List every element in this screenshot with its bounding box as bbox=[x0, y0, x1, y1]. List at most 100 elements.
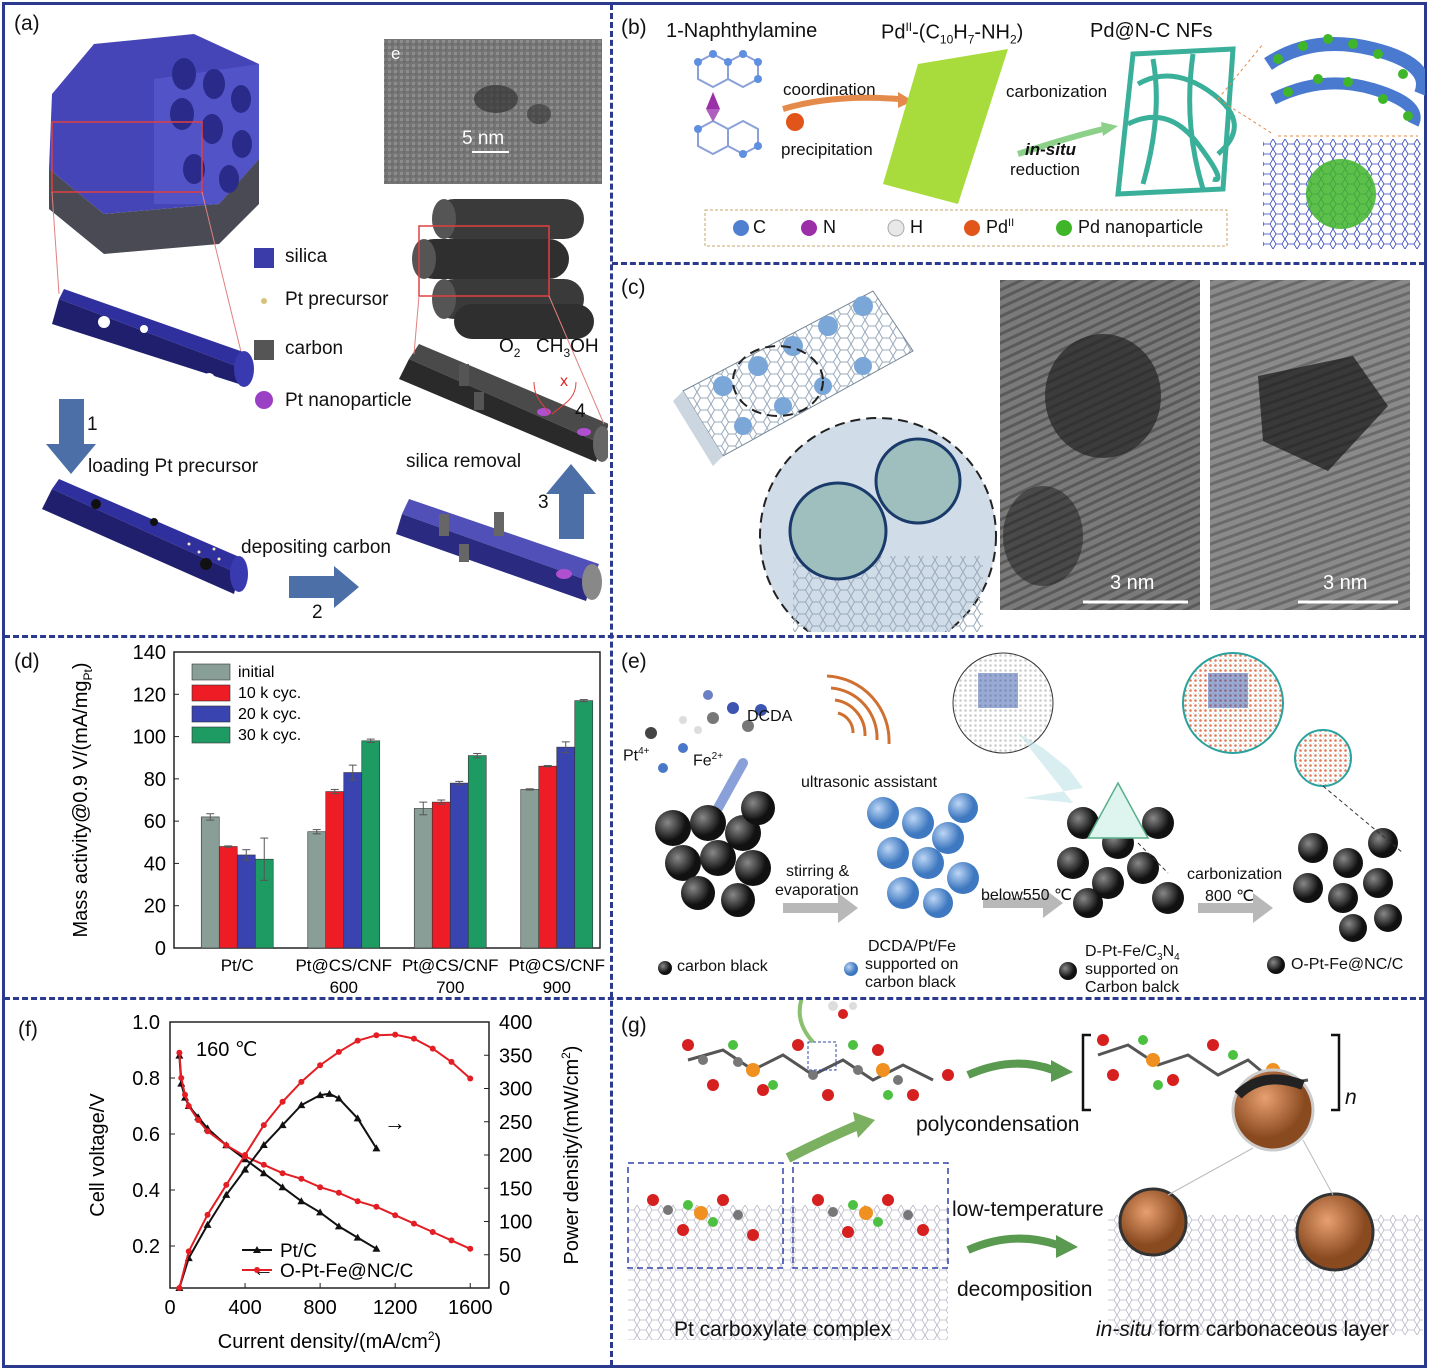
data-point bbox=[297, 1101, 306, 1109]
panel-b-label: (b) bbox=[621, 16, 647, 39]
data-point bbox=[178, 1075, 185, 1081]
data-point bbox=[223, 1181, 230, 1188]
data-point bbox=[260, 1122, 267, 1129]
title-pd-nc-nfs: Pd@N-C NFs bbox=[1090, 20, 1213, 42]
ultrasonic-waves bbox=[826, 674, 891, 745]
carbon-tube bbox=[399, 344, 608, 462]
text-carbonization: carbonization bbox=[1006, 82, 1108, 101]
legend-b-c: C bbox=[753, 217, 766, 237]
bar bbox=[218, 846, 238, 949]
panel-g: (g) bbox=[613, 1000, 1425, 1366]
y-left-tick-label: 0.2 bbox=[132, 1236, 160, 1258]
series-line bbox=[178, 1052, 471, 1250]
x-category-label: Pt@CS/CNF bbox=[402, 956, 499, 975]
data-point bbox=[298, 1078, 305, 1085]
panel-a-label: (a) bbox=[14, 12, 40, 35]
legend-swatch bbox=[191, 663, 231, 681]
data-point bbox=[317, 1184, 324, 1191]
step-4: 4 bbox=[575, 401, 586, 422]
y-tick-label: 140 bbox=[133, 642, 166, 664]
data-point bbox=[278, 1183, 287, 1191]
x-category-label: Pt@CS/CNF bbox=[295, 956, 392, 975]
label-d-pt-fe-2: supported on bbox=[1085, 961, 1179, 978]
data-point bbox=[204, 1211, 211, 1218]
step-3: 3 bbox=[538, 492, 549, 513]
text-coordination: coordination bbox=[783, 80, 876, 99]
step-1: 1 bbox=[87, 414, 98, 435]
plot-frame-d bbox=[173, 651, 601, 949]
legend-marker bbox=[254, 1267, 260, 1273]
y-left-tick-label: 0.6 bbox=[132, 1124, 160, 1146]
plot-frame-f bbox=[169, 1021, 490, 1289]
y-tick-label: 0 bbox=[155, 938, 166, 960]
naphthylamine-molecule bbox=[697, 52, 759, 156]
bar bbox=[413, 808, 433, 949]
legend-swatch bbox=[191, 705, 231, 723]
label-dcda-pt-fe-1: DCDA/Pt/Fe bbox=[868, 938, 957, 955]
y-right-tick-label: 150 bbox=[499, 1178, 532, 1200]
pt-particle-2 bbox=[1295, 1192, 1375, 1272]
data-point bbox=[372, 1244, 381, 1252]
mass-activity-chart: 0 20 40 60 80 100 120 140 Mass activity@0.9 V/(m… bbox=[70, 642, 605, 995]
label-800: 800 ℃ bbox=[1205, 888, 1255, 905]
text-reduction: reduction bbox=[1010, 160, 1080, 179]
label-d-pt-fe-c3n4: D-Pt-Fe/C3N4 bbox=[1085, 943, 1180, 964]
data-point bbox=[410, 1220, 417, 1227]
data-point bbox=[223, 1142, 230, 1149]
data-point bbox=[317, 1062, 324, 1069]
label-stirring: stirring & bbox=[786, 863, 850, 880]
panel-b: (b) 1-Naphthylamine PdII-(C10H7-NH2) Pd@… bbox=[613, 4, 1425, 260]
pt-carboxylate-chain bbox=[682, 1039, 954, 1101]
legend-label: Pt/C bbox=[280, 1241, 317, 1262]
data-point bbox=[448, 1237, 455, 1244]
x-tick-label: 1600 bbox=[448, 1297, 493, 1319]
bar bbox=[467, 755, 487, 949]
pd-particle-zoom bbox=[1306, 159, 1376, 229]
panel-d: (d) 0 20 40 60 80 100 120 140 Mass activity@0.9 … bbox=[4, 638, 608, 995]
data-point bbox=[241, 1165, 250, 1173]
bar bbox=[520, 789, 540, 949]
legend-swatch bbox=[191, 684, 231, 702]
legend-pt-nanoparticle-swatch bbox=[255, 391, 273, 409]
zoom-sphere-2 bbox=[1294, 729, 1352, 787]
legend-silica: silica bbox=[285, 246, 328, 267]
y-tick-label: 80 bbox=[144, 769, 166, 791]
data-point bbox=[335, 1189, 342, 1196]
arrow-step-1 bbox=[46, 399, 96, 474]
y-right-axis-label: Power density/(mW/cm2) bbox=[559, 1046, 583, 1265]
y-right-tick-label: 200 bbox=[499, 1145, 532, 1167]
data-point bbox=[467, 1075, 474, 1082]
bar bbox=[431, 801, 451, 949]
label-polycondensation: polycondensation bbox=[916, 1113, 1080, 1136]
legend-pt-nanoparticle: Pt nanoparticle bbox=[285, 390, 412, 411]
step-depositing-text: depositing carbon bbox=[241, 537, 391, 558]
label-decomposition: decomposition bbox=[957, 1278, 1093, 1301]
x-axis-label: Current density/(mA/cm2) bbox=[218, 1329, 441, 1353]
title-pd-complex: PdII-(C10H7-NH2) bbox=[881, 20, 1024, 47]
label-evaporation: evaporation bbox=[775, 882, 859, 899]
panel-g-label: (g) bbox=[621, 1014, 647, 1037]
d-pt-fe-cluster bbox=[1057, 807, 1184, 918]
gas-o2: O2 bbox=[499, 336, 521, 360]
data-point bbox=[297, 1197, 306, 1205]
zoom-fibers bbox=[1264, 34, 1425, 127]
data-point bbox=[334, 1222, 343, 1230]
y-left-tick-label: 0.8 bbox=[132, 1068, 160, 1090]
hrtem-scale-1: 3 nm bbox=[1110, 572, 1155, 594]
x-tick-label: 1200 bbox=[373, 1297, 418, 1319]
data-point bbox=[182, 1091, 189, 1098]
label-dcda-pt-fe-2: supported on bbox=[865, 956, 959, 973]
arrow-right-annotation: → bbox=[384, 1110, 406, 1135]
step-loading-text: loading Pt precursor bbox=[88, 456, 259, 477]
series-line bbox=[178, 1033, 471, 1289]
data-point bbox=[204, 1128, 211, 1135]
legend-b-n: N bbox=[823, 217, 836, 237]
series-line bbox=[178, 1055, 377, 1250]
bar bbox=[343, 772, 363, 949]
legend-carbon: carbon bbox=[285, 338, 344, 359]
data-point bbox=[429, 1229, 436, 1235]
panel-b-illustration bbox=[694, 34, 1425, 249]
data-point bbox=[278, 1121, 287, 1129]
data-point bbox=[222, 1190, 231, 1198]
